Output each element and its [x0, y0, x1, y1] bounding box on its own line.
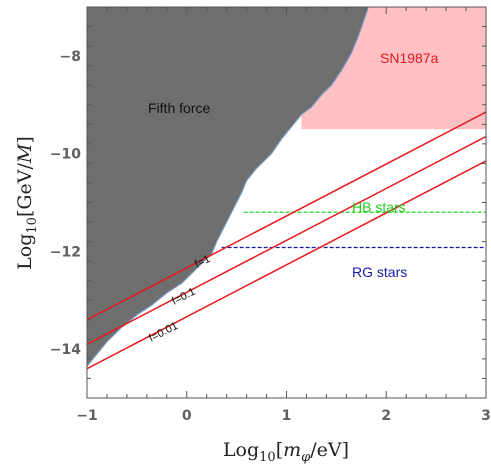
x-tick-label: 0 [182, 408, 192, 424]
x-tick-label: 1 [282, 408, 292, 424]
y-axis: −14 −12 −10 −8 [50, 6, 486, 399]
sn1987a-label: SN1987a [380, 50, 439, 66]
rg-stars-label: RG stars [352, 264, 407, 280]
y-tick-label: −8 [60, 49, 81, 65]
y-axis-title: Log10[GeV/M] [14, 136, 40, 270]
fifth-force-texture [87, 7, 369, 367]
fifth-force-boundary [87, 7, 369, 367]
fifth-force-label: Fifth force [148, 100, 210, 116]
y-tick-label: −14 [50, 342, 81, 358]
hb-stars-label: HB stars [352, 199, 406, 215]
series-line-f1 [87, 111, 486, 321]
x-tick-label: 3 [481, 408, 491, 424]
x-axis-title: Log10[mφ/eV] [223, 439, 349, 465]
plot-area [87, 7, 486, 398]
x-tick-label: −1 [76, 408, 97, 424]
x-tick-label: 2 [381, 408, 391, 424]
series-line-f001 [87, 160, 486, 370]
series-line-f01 [87, 135, 486, 345]
x-axis: −1 0 1 2 3 [76, 7, 491, 424]
y-tick-label: −12 [50, 244, 81, 260]
y-tick-label: −10 [50, 147, 81, 163]
